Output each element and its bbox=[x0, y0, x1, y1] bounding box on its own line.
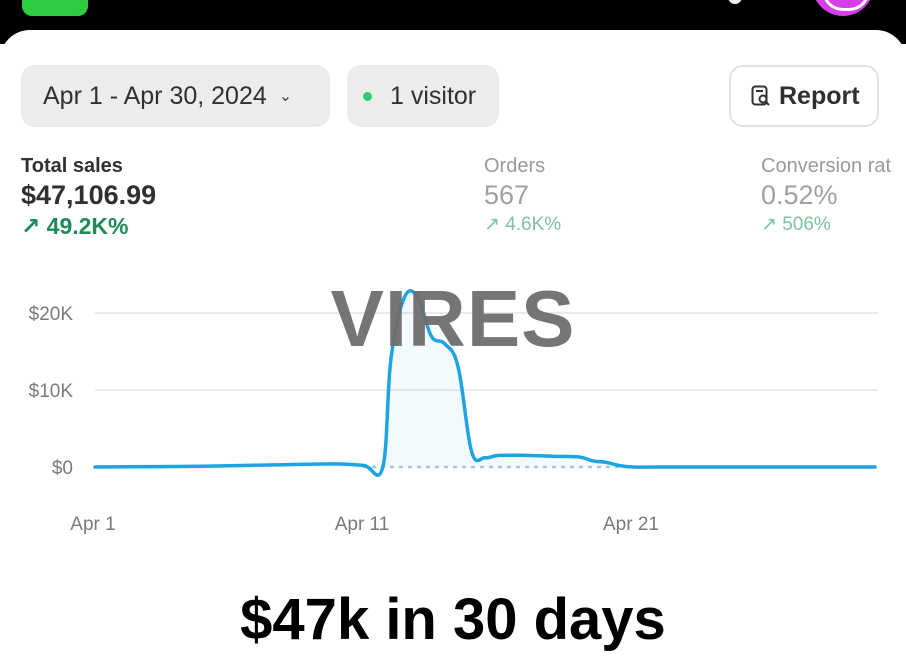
change-value: 49.2K% bbox=[46, 213, 129, 239]
change-value: 4.6K% bbox=[505, 214, 562, 235]
report-label: Report bbox=[779, 81, 860, 110]
metric-change: ↗ 4.6K% bbox=[484, 213, 561, 236]
conversion-rate-metric[interactable]: Conversion rat 0.52% ↗ 506% bbox=[761, 155, 891, 236]
orders-metric[interactable]: Orders 567 ↗ 4.6K% bbox=[484, 155, 561, 236]
visitors-label: 1 visitor bbox=[390, 81, 477, 110]
live-visitors-badge[interactable]: 1 visitor bbox=[347, 65, 499, 127]
y-tick-label: $20K bbox=[29, 304, 74, 325]
metric-value: $47,106.99 bbox=[21, 180, 157, 210]
report-button[interactable]: Report bbox=[729, 65, 879, 127]
report-search-icon bbox=[751, 85, 770, 106]
live-dot-icon bbox=[363, 91, 372, 101]
x-tick-label: Apr 11 bbox=[335, 514, 390, 535]
x-tick-label: Apr 21 bbox=[603, 514, 659, 535]
metric-label: Orders bbox=[484, 155, 546, 177]
total-sales-metric[interactable]: Total sales $47,106.99 ↗ 49.2K% bbox=[21, 155, 156, 240]
metric-value: 567 bbox=[484, 180, 530, 210]
metric-change: ↗ 506% bbox=[761, 213, 891, 236]
sales-line bbox=[93, 289, 877, 477]
x-tick-label: Apr 1 bbox=[70, 514, 115, 535]
arrow-up-right-icon: ↗ bbox=[761, 214, 777, 235]
chevron-down-icon: ⌄ bbox=[278, 88, 293, 105]
avatar[interactable] bbox=[812, 0, 874, 16]
status-dot bbox=[728, 0, 742, 4]
metric-label: Conversion rat bbox=[761, 155, 892, 177]
arrow-up-right-icon: ↗ bbox=[484, 214, 500, 235]
watermark: VIRES bbox=[330, 274, 576, 363]
metric-label: Total sales bbox=[21, 155, 123, 177]
change-value: 506% bbox=[782, 214, 831, 235]
date-range-label: Apr 1 - Apr 30, 2024 bbox=[43, 81, 267, 110]
arrow-up-right-icon: ↗ bbox=[21, 213, 41, 239]
caption: $47k in 30 days bbox=[240, 587, 666, 652]
metric-value: 0.52% bbox=[761, 180, 838, 210]
y-tick-label: $10K bbox=[29, 381, 74, 402]
date-range-selector[interactable]: Apr 1 - Apr 30, 2024 ⌄ bbox=[21, 65, 330, 127]
sales-line-chart: $0 $10K $20K Apr 1 Apr 11 Apr 21 bbox=[29, 289, 878, 535]
metric-change: ↗ 49.2K% bbox=[21, 213, 156, 240]
app-badge bbox=[22, 0, 88, 16]
y-tick-label: $0 bbox=[52, 458, 73, 479]
